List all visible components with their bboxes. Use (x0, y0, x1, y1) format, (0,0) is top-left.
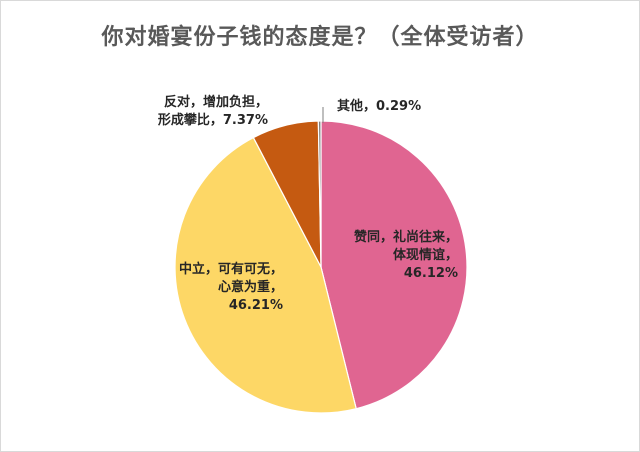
slice-label-1-line-1: 心意为重， (218, 279, 283, 295)
slice-label-0: 赞同，礼尚往来， 体现情谊， 46.12% (353, 229, 458, 281)
slice-label-3-line-0: 其他，0.29% (337, 98, 421, 114)
pie-slice-3 (317, 120, 322, 268)
slice-label-3: 其他，0.29% (337, 98, 421, 114)
slice-label-1-line-0: 中立，可有可无， (179, 261, 283, 277)
chart-title: 你对婚宴份子钱的态度是？（全体受访者） (101, 25, 539, 50)
slice-label-0-line-1: 体现情谊， (393, 247, 458, 263)
pie-slice-1 (174, 136, 357, 414)
slice-label-0-line-0: 赞同，礼尚往来， (353, 229, 458, 245)
slice-label-2: 反对，增加负担， 形成攀比，7.37% (158, 94, 268, 128)
slice-label-0-line-2: 46.12% (404, 266, 458, 281)
slice-label-1-line-2: 46.21% (229, 298, 283, 313)
pie-slice-0 (320, 120, 468, 410)
slice-label-2-line-1: 形成攀比，7.37% (158, 112, 268, 128)
slice-label-2-line-0: 反对，增加负担， (164, 94, 268, 110)
slice-label-1: 中立，可有可无， 心意为重， 46.21% (179, 261, 283, 313)
